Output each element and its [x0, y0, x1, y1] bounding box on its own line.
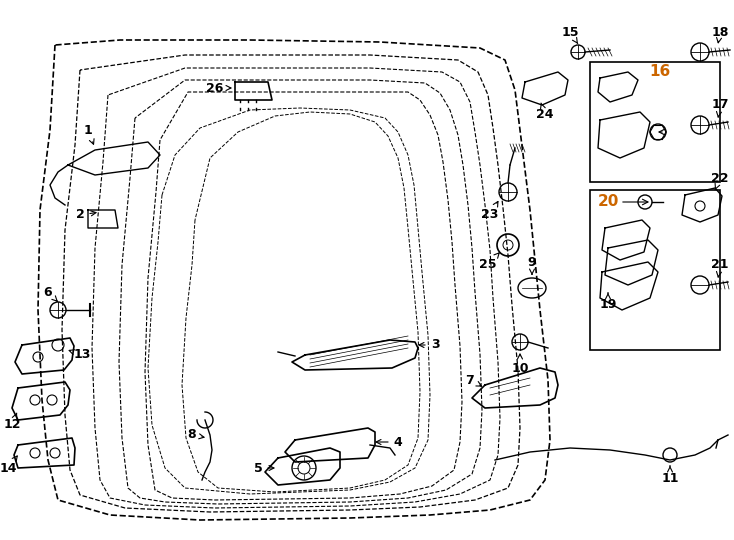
Text: 17: 17 — [711, 98, 729, 117]
Text: 15: 15 — [562, 25, 578, 44]
Text: 22: 22 — [711, 172, 729, 190]
Text: 18: 18 — [711, 25, 729, 43]
Text: 20: 20 — [598, 194, 619, 210]
Text: 10: 10 — [512, 354, 528, 375]
Text: 3: 3 — [419, 339, 440, 352]
Text: 2: 2 — [76, 208, 96, 221]
Text: 5: 5 — [254, 462, 274, 475]
Text: 6: 6 — [44, 286, 57, 301]
Text: 9: 9 — [528, 255, 537, 274]
Text: 26: 26 — [206, 82, 231, 94]
Text: 16: 16 — [650, 64, 671, 79]
Bar — [590, 190, 720, 350]
Text: 19: 19 — [600, 293, 617, 312]
Text: 25: 25 — [479, 253, 499, 272]
Text: 4: 4 — [376, 435, 402, 449]
Text: 11: 11 — [661, 466, 679, 484]
Text: 8: 8 — [188, 429, 204, 442]
Text: 21: 21 — [711, 259, 729, 277]
Text: 24: 24 — [537, 103, 553, 122]
Bar — [590, 62, 720, 182]
Text: 14: 14 — [0, 456, 18, 475]
Text: 13: 13 — [69, 348, 91, 361]
Text: 7: 7 — [465, 374, 482, 387]
Text: 23: 23 — [482, 201, 498, 221]
Text: 12: 12 — [3, 413, 21, 431]
Text: 1: 1 — [84, 124, 94, 144]
